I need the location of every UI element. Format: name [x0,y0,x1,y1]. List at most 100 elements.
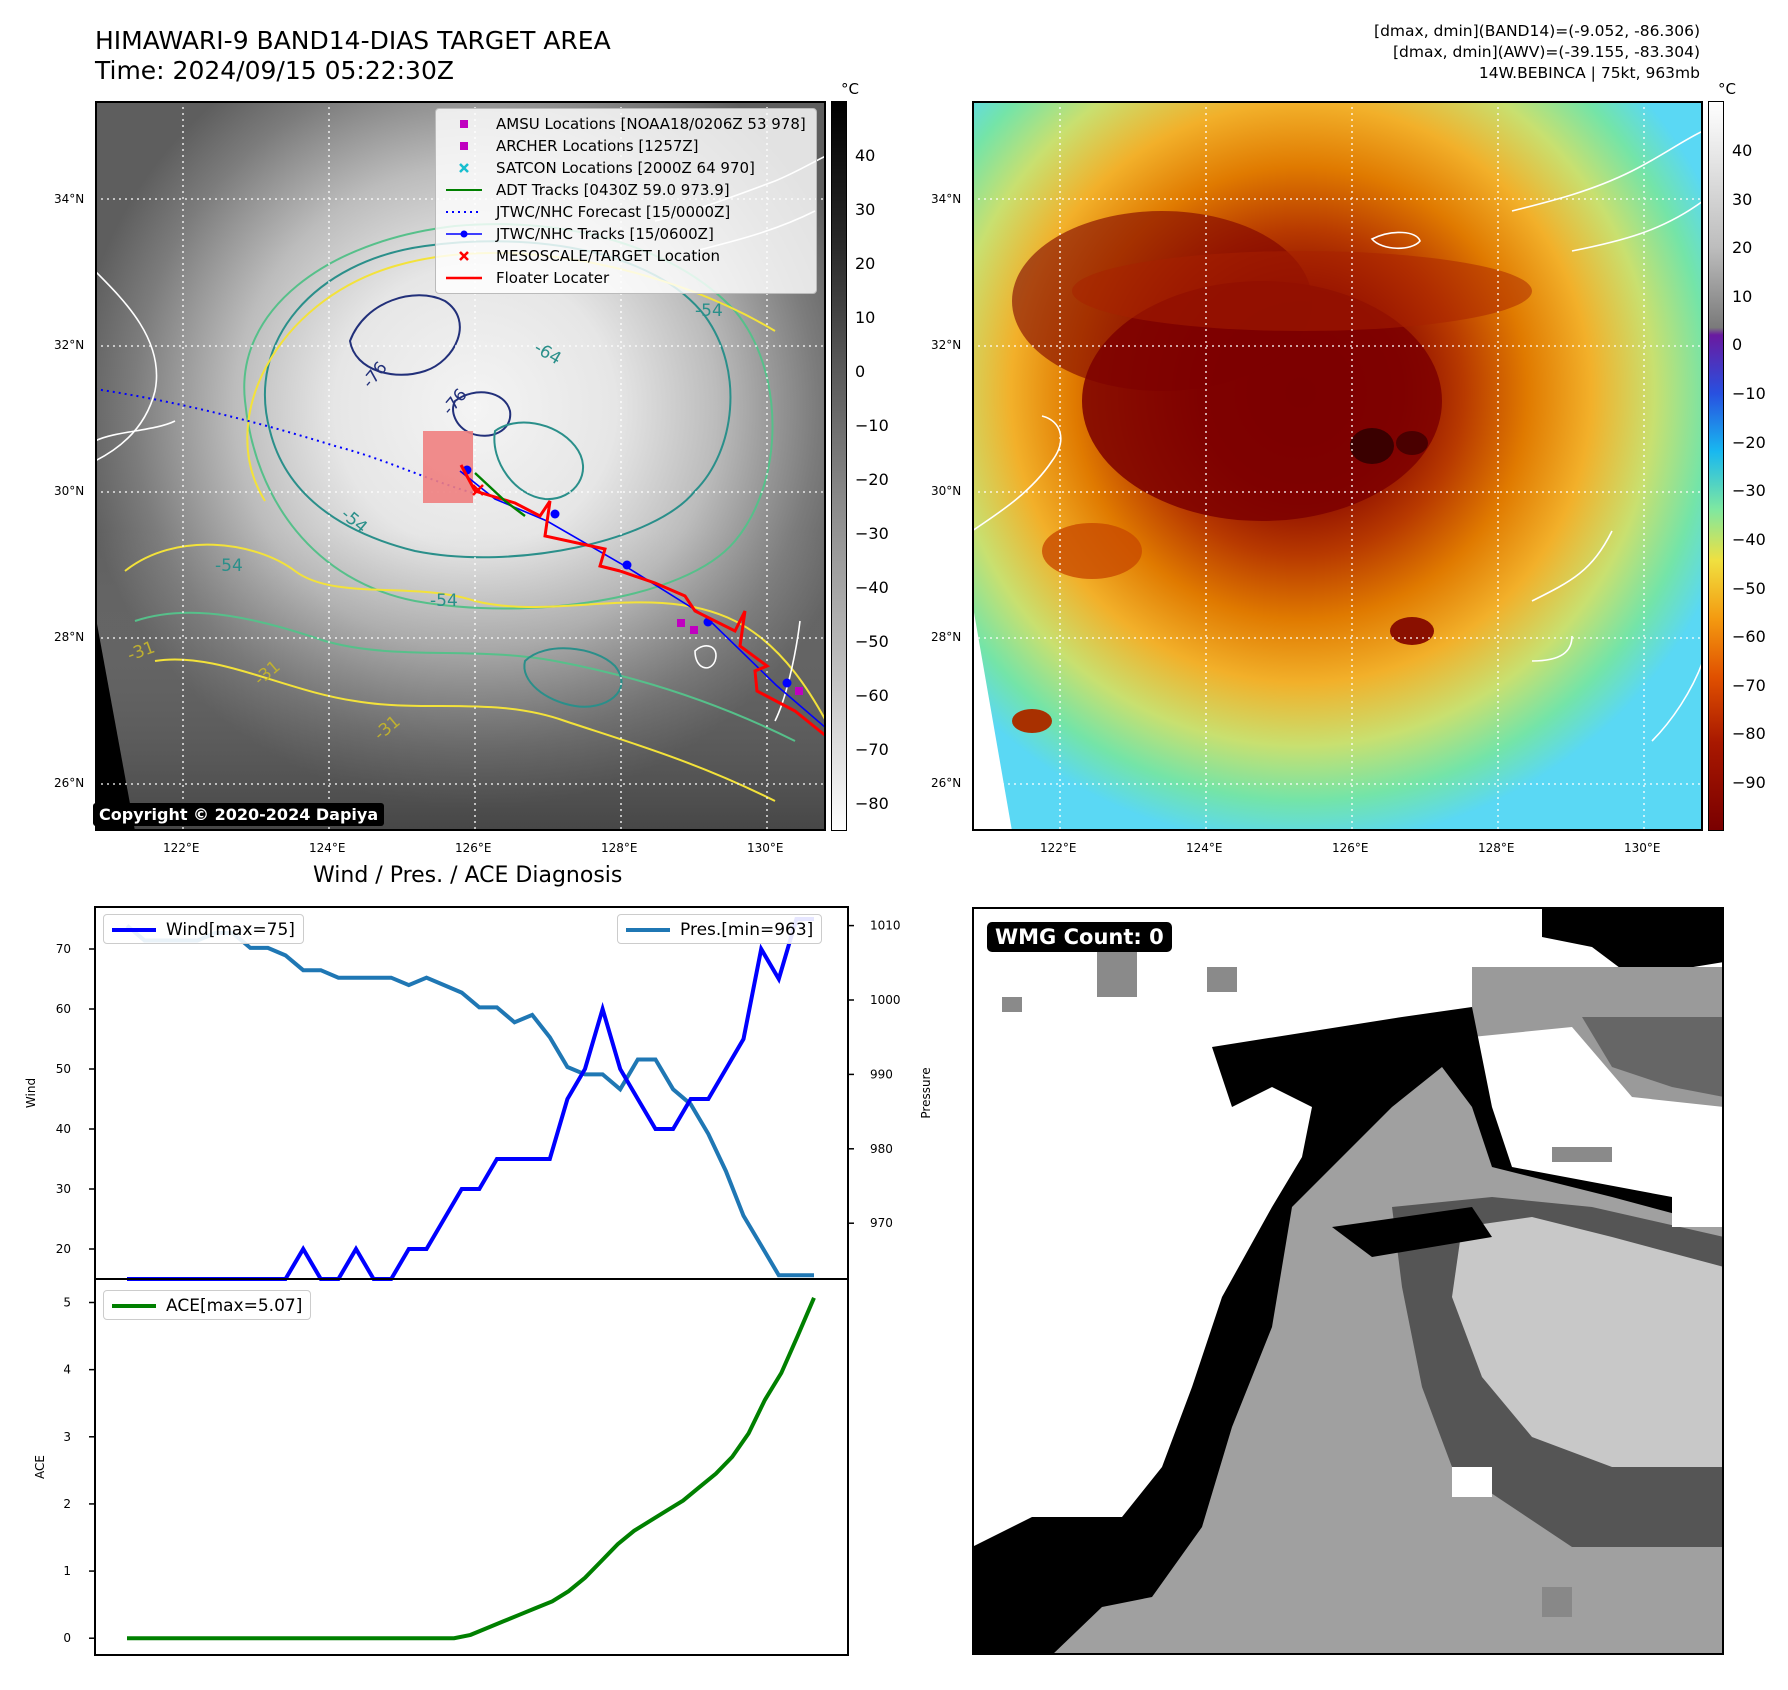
wind-plot-frame [94,906,849,1280]
colorbar-tick: 20 [1732,238,1753,257]
lon-label: 122°E [1040,841,1077,855]
colorbar-tick: −60 [1732,627,1766,646]
colorbar-tick: 0 [1732,335,1743,354]
left-map-frame [95,101,826,831]
colorbar-tick: 10 [855,308,876,327]
colorbar-tick: −80 [1732,724,1766,743]
wmg-count-badge: WMG Count: 0 [987,922,1172,952]
wind-tick-label: 30 [56,1182,71,1196]
wmg-image [972,907,1724,1655]
line-icon [446,276,482,280]
lat-label: 34°N [931,192,962,206]
ace-tick-label: 2 [63,1497,71,1511]
lat-label: 32°N [54,338,85,352]
ace-legend: ACE[max=5.07] [103,1290,312,1320]
colorbar-tick: −20 [1732,433,1766,452]
colorbar-tick: 30 [1732,190,1753,209]
lat-label: 28°N [54,630,85,644]
lat-label: 28°N [931,630,962,644]
colorbar-tick: −10 [1732,384,1766,403]
pressure-line [125,924,814,1278]
band14-range: [dmax, dmin](BAND14)=(-9.052, -86.306) [1374,22,1700,40]
colorbar-tick: −30 [1732,481,1766,500]
colorbar-tick: −10 [855,416,889,435]
figure-title: HIMAWARI-9 BAND14-DIAS TARGET AREA [95,26,611,55]
wind-line [127,917,814,1281]
lon-label: 124°E [309,841,346,855]
ace-plot-frame [94,1278,849,1656]
wind-pressure-plot: 20 30 40 50 60 70 970 980 990 1000 1010 [56,917,901,1281]
ace-tick-label: 1 [63,1564,71,1578]
wind-tick-label: 70 [56,942,71,956]
ace-axis-label: ACE [33,1455,47,1479]
x-marker-icon [459,163,469,173]
wind-tick-label: 40 [56,1122,71,1136]
ace-plot: 0 1 2 3 4 5 [63,1296,816,1645]
diagnosis-title: Wind / Pres. / ACE Diagnosis [313,863,623,888]
lat-label: 26°N [931,776,962,790]
lat-label: 26°N [54,776,85,790]
lon-label: 128°E [601,841,638,855]
wind-axis-label: Wind [24,1078,38,1108]
colorbar-tick: 40 [855,146,876,165]
pressure-tick-label: 1010 [870,919,901,933]
ace-tick-label: 0 [63,1631,71,1645]
colorbar-tick: 40 [1732,141,1753,160]
adt-track-line [474,472,526,517]
ace-tick-label: 5 [63,1296,71,1310]
colorbar-tick: −50 [1732,579,1766,598]
right-colorbar [1708,101,1724,831]
colorbar-tick: −40 [855,578,889,597]
awv-range: [dmax, dmin](AWV)=(-39.155, -83.304) [1393,43,1700,61]
colorbar-tick: −50 [855,632,889,651]
pressure-legend: Pres.[min=963] [617,914,823,944]
awv-image [972,101,1703,831]
left-map-panel: -76 -76 -64 -54 -54 -54 -54 -31 -31 -31 … [93,101,826,831]
pressure-legend-swatch [626,928,670,932]
colorbar-tick: 0 [855,362,866,381]
wind-tick-label: 20 [56,1242,71,1256]
pressure-axis-label: Pressure [919,1067,933,1118]
wmg-frame [972,907,1724,1655]
contour-label: -54 [695,301,723,321]
lat-label: 34°N [54,192,85,206]
colorbar-tick: −90 [1732,773,1766,792]
colorbar-tick: −40 [1732,530,1766,549]
copyright-badge: Copyright © 2020-2024 Dapiya [93,803,385,826]
left-colorbar [831,101,847,831]
lon-label: 130°E [747,841,784,855]
colorbar-tick: 10 [1732,287,1753,306]
dotted-line-icon [446,211,482,213]
lat-label: 30°N [931,484,962,498]
pressure-tick-label: 1000 [870,993,901,1007]
line-icon [446,189,482,191]
wmg-panel: WMG Count: 0 [972,907,1724,1655]
colorbar-tick: −70 [855,740,889,759]
wind-tick-label: 60 [56,1002,71,1016]
right-map-panel [972,101,1703,831]
lat-label: 32°N [931,338,962,352]
lon-label: 128°E [1478,841,1515,855]
contour-label: -54 [430,591,458,611]
colorbar-tick: 30 [855,200,876,219]
pressure-tick-label: 990 [870,1067,893,1081]
pressure-tick-label: 980 [870,1142,893,1156]
lat-label: 30°N [54,484,85,498]
square-marker-icon [460,142,468,150]
x-marker-icon [459,251,469,261]
colorbar-tick: −60 [855,686,889,705]
figure-time: Time: 2024/09/15 05:22:30Z [95,56,454,85]
ace-legend-swatch [112,1304,156,1308]
colorbar-tick: −80 [855,794,889,813]
track-legend: AMSU Locations [NOAA18/0206Z 53 978] ARC… [435,108,817,294]
colorbar-tick: 20 [855,254,876,273]
storm-info: 14W.BEBINCA | 75kt, 963mb [1478,64,1700,82]
ace-tick-label: 3 [63,1430,71,1444]
floater-locater-line [459,464,826,738]
colorbar-tick: −20 [855,470,889,489]
lon-label: 122°E [163,841,200,855]
wind-legend: Wind[max=75] [103,914,304,944]
contour-label: -54 [215,556,243,576]
lon-label: 126°E [455,841,492,855]
right-colorbar-unit: °C [1718,80,1736,98]
